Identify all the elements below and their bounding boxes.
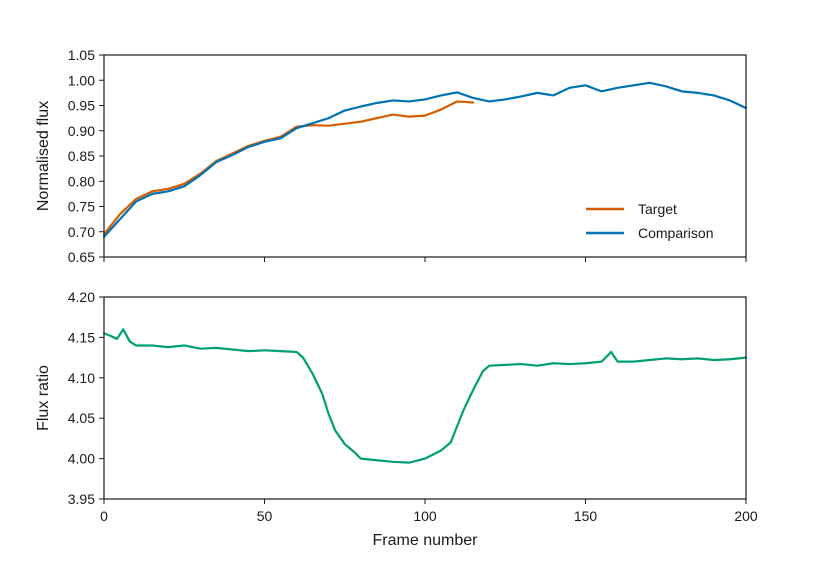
y-tick-label: 4.00 xyxy=(68,451,95,467)
legend-label-comparison: Comparison xyxy=(638,225,713,241)
y-tick-label: 4.10 xyxy=(68,370,95,386)
y-tick-label: 3.95 xyxy=(68,491,95,507)
x-tick-label: 0 xyxy=(100,508,108,524)
y-axis-label: Normalised flux xyxy=(35,101,52,211)
y-tick-label: 0.65 xyxy=(68,249,95,265)
chart-panel-1: 0.65 0.70 0.75 0.80 0.85 0.90 0.95 1.00 1.05 Norm… xyxy=(35,47,748,265)
y-tick-label: 1.00 xyxy=(68,72,95,88)
y-axis-label: Flux ratio xyxy=(35,365,52,431)
y-tick-label: 4.20 xyxy=(68,289,95,305)
plot-frame xyxy=(103,296,747,500)
y-tick-label: 4.15 xyxy=(68,329,95,345)
x-tick-label: 100 xyxy=(413,508,437,524)
series-line-2-1 xyxy=(102,328,748,464)
y-tick-label: 0.70 xyxy=(68,224,95,240)
x-tick-label: 50 xyxy=(257,508,273,524)
legend: Target Comparison xyxy=(586,201,713,241)
x-tick-label: 150 xyxy=(574,508,598,524)
y-tick-label: 1.05 xyxy=(68,47,95,63)
y-tick-label: 0.80 xyxy=(68,173,95,189)
y-tick-label: 0.95 xyxy=(68,98,95,114)
chart-panel-2: 3.95 4.00 4.05 4.10 4.15 4.20 0 50 100 150 200 Flux… xyxy=(35,289,758,549)
x-axis-label: Frame number xyxy=(373,532,479,549)
series-line-comparison xyxy=(102,81,748,238)
y-tick-label: 0.75 xyxy=(68,199,95,215)
y-tick-label: 0.85 xyxy=(68,148,95,164)
legend-label-target: Target xyxy=(638,201,677,217)
series-line-target xyxy=(102,100,475,236)
x-tick-label: 200 xyxy=(734,508,758,524)
y-tick-label: 4.05 xyxy=(68,410,95,426)
y-tick-label: 0.90 xyxy=(68,123,95,139)
